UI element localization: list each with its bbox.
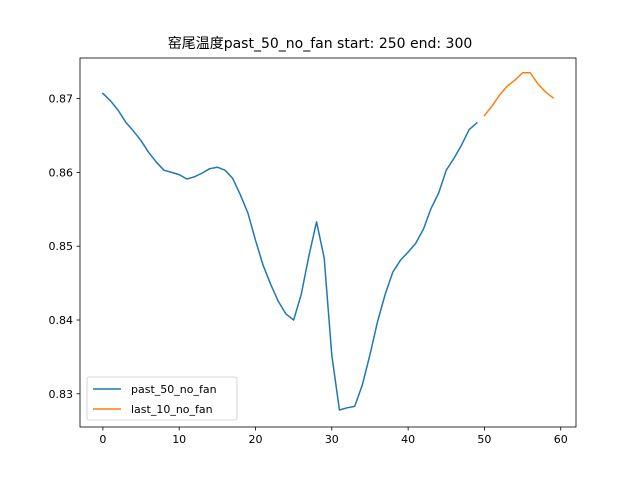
y-tick-label: 0.83 [49,388,74,401]
x-tick-label: 0 [99,433,106,446]
x-axis: 0 10 20 30 40 50 60 [99,427,568,446]
legend-box [86,376,238,421]
series-layer [101,72,555,411]
series-line-past_50_no_fan [101,92,478,411]
x-tick-label: 30 [325,433,339,446]
x-tick-label: 10 [172,433,186,446]
y-tick-label: 0.86 [49,166,74,179]
y-axis: 0.83 0.84 0.85 0.86 0.87 [49,93,80,401]
y-tick-label: 0.84 [49,314,74,327]
x-tick-label: 60 [554,433,568,446]
x-tick-label: 20 [249,433,263,446]
legend-label-past_50_no_fan: past_50_no_fan [131,383,217,396]
y-tick-label: 0.87 [49,93,74,106]
x-tick-label: 50 [477,433,491,446]
legend-label-last_10_no_fan: last_10_no_fan [131,403,213,416]
legend: past_50_no_fan last_10_no_fan [86,376,238,421]
x-tick-label: 40 [401,433,415,446]
chart-title: 窑尾温度past_50_no_fan start: 250 end: 300 [168,35,473,52]
plot-frame [79,57,577,428]
series-line-last_10_no_fan [483,72,555,117]
y-tick-label: 0.85 [49,240,74,253]
